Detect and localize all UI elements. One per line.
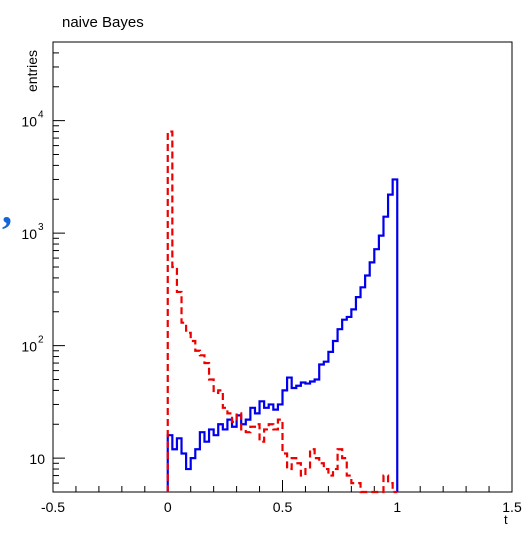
x-tick-label: 1.5 xyxy=(502,499,522,515)
y-tick-label: 10 xyxy=(21,226,37,242)
x-axis-label: t xyxy=(504,512,508,527)
axis-ticks xyxy=(52,41,513,493)
y-tick-label: 10 xyxy=(21,114,37,130)
y-tick-exponent: 4 xyxy=(38,110,44,121)
red-dashed-histogram-line xyxy=(166,130,398,494)
x-tick-label: 0 xyxy=(164,499,172,515)
chart-title: naive Bayes xyxy=(62,14,144,31)
x-tick-label: -0.5 xyxy=(41,499,65,515)
x-tick-label: 1 xyxy=(393,499,401,515)
x-tick-label: 0.5 xyxy=(273,499,293,515)
y-tick-exponent: 3 xyxy=(38,222,44,233)
stray-comma-glyph: , xyxy=(2,187,12,232)
y-tick-label: 10 xyxy=(29,451,45,467)
blue-histogram-line xyxy=(166,178,399,492)
y-axis-label: entries xyxy=(24,49,40,92)
y-tick-exponent: 2 xyxy=(38,335,44,346)
histogram-series xyxy=(166,130,399,494)
y-tick-label: 10 xyxy=(21,339,37,355)
